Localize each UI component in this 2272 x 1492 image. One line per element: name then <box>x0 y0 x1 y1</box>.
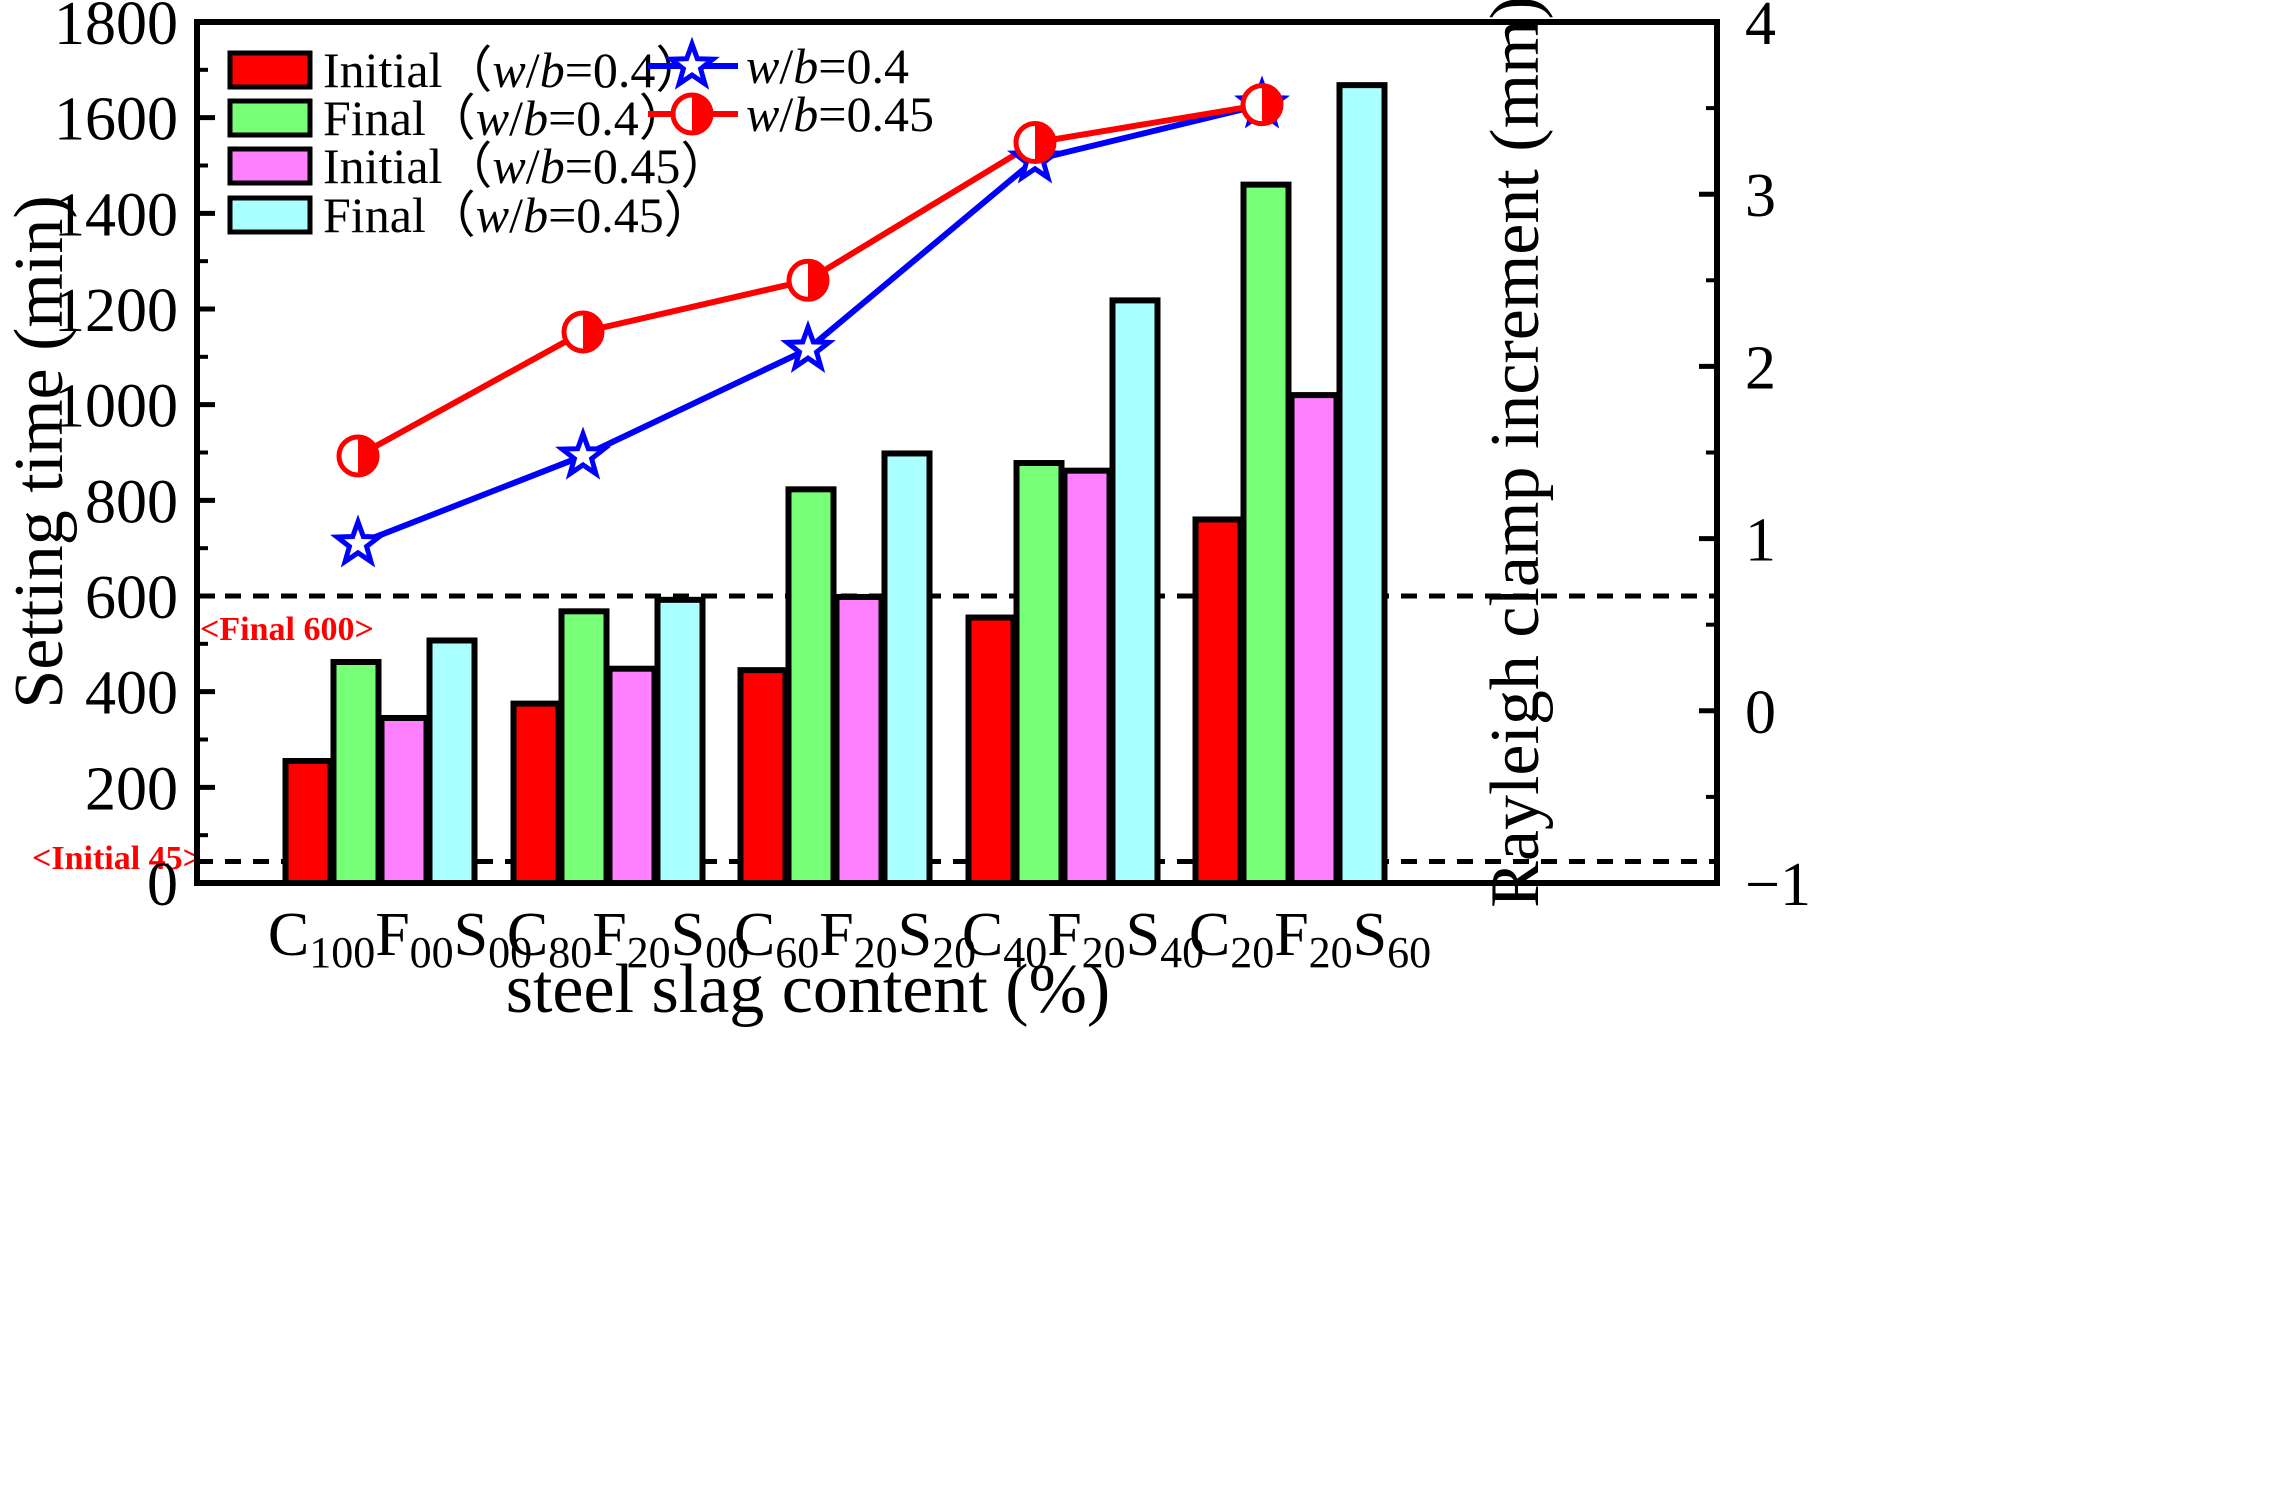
bar <box>1336 82 1388 886</box>
x-tick-label: C60F20S20 <box>734 901 976 977</box>
line-point-star <box>664 36 720 90</box>
bar <box>606 665 658 886</box>
x-axis-title: steel slag content (%) <box>506 951 1111 1028</box>
bar <box>881 450 933 886</box>
y-tick-label: 0 <box>147 851 178 919</box>
y-axis-title: Setting time (min) <box>1 195 78 708</box>
y-tick-label: 600 <box>85 564 178 632</box>
bar <box>282 758 334 887</box>
line-point-star <box>780 319 836 373</box>
y-tick-label: 400 <box>85 660 178 728</box>
y2-tick-label: 4 <box>1745 0 1776 58</box>
bar <box>1061 467 1113 886</box>
reference-line-label: <Final 600> <box>200 611 374 648</box>
bar <box>330 659 382 887</box>
bars <box>282 82 1388 887</box>
x-tick-label: C100F00S00 <box>268 901 532 977</box>
y2-tick-label: 2 <box>1745 334 1776 402</box>
y2-tick-label: 1 <box>1745 507 1776 575</box>
x-tick-label: C40F20S40 <box>962 901 1204 977</box>
bar <box>510 700 562 886</box>
y-tick-label: 1600 <box>54 86 178 154</box>
bar <box>378 714 430 886</box>
line-series <box>330 75 1290 568</box>
y2-tick-label: 3 <box>1745 162 1776 230</box>
legend-swatch <box>227 50 313 90</box>
legend-label: w/b=0.45 <box>746 86 934 142</box>
line-point-half-circle <box>1240 83 1284 127</box>
y2-tick-label: 0 <box>1745 679 1776 747</box>
bar <box>426 637 478 886</box>
axes <box>194 19 1720 886</box>
x-tick-label: C80F20S00 <box>507 901 749 977</box>
marker-half-fill <box>808 261 828 300</box>
bar <box>1109 297 1161 886</box>
line-point-star <box>330 514 386 568</box>
bar <box>1013 460 1065 886</box>
marker-half-fill <box>358 436 377 475</box>
bar <box>654 596 706 886</box>
y2-axis-title: Rayleigh clamp increment (mm) <box>1477 0 1554 908</box>
bar <box>558 608 610 886</box>
bar <box>785 486 837 886</box>
marker-half-fill <box>1262 85 1281 124</box>
y-tick-label: 1000 <box>54 373 178 441</box>
legend-label: Final（w/b=0.45） <box>323 187 714 243</box>
line-point-half-circle <box>561 310 605 354</box>
y-tick-label: 1800 <box>54 0 178 58</box>
reference-line-label: <Initial 45> <box>32 840 202 877</box>
marker-half-fill <box>1035 123 1054 162</box>
y-tick-label: 1200 <box>54 277 178 345</box>
line-point-half-circle <box>670 92 714 136</box>
marker-half-fill <box>692 95 711 133</box>
x-tick-label: C20F20S60 <box>1189 901 1431 977</box>
line-point-half-circle <box>336 434 380 478</box>
legend-label: Initial（w/b=0.45） <box>323 138 730 194</box>
legend-swatch <box>227 146 313 186</box>
legend-label: w/b=0.4 <box>746 38 909 94</box>
legend-swatch <box>227 195 313 235</box>
bar <box>965 614 1017 887</box>
bar <box>1240 181 1292 886</box>
bar <box>1288 392 1340 886</box>
legend-label: Final（w/b=0.4） <box>323 90 689 146</box>
y-tick-label: 1400 <box>54 181 178 249</box>
legend-swatch <box>227 98 313 138</box>
line-point-half-circle <box>786 258 830 302</box>
line-point-star <box>555 426 611 480</box>
y-tick-label: 800 <box>85 468 178 536</box>
bar <box>833 593 885 886</box>
y2-tick-label: −1 <box>1745 851 1811 919</box>
bar <box>1192 516 1244 886</box>
line-point-half-circle <box>1013 121 1057 165</box>
marker-half-fill <box>583 312 602 351</box>
y-tick-label: 200 <box>85 755 178 823</box>
axis-labels: 0 200 400 600 800 1000 1200 1400 1600 1800 −1 0 1 2 3 4… <box>1 0 1811 1028</box>
bar <box>737 667 789 886</box>
legend: Initial（w/b=0.4）Final（w/b=0.4）Initial（w/… <box>227 36 934 243</box>
